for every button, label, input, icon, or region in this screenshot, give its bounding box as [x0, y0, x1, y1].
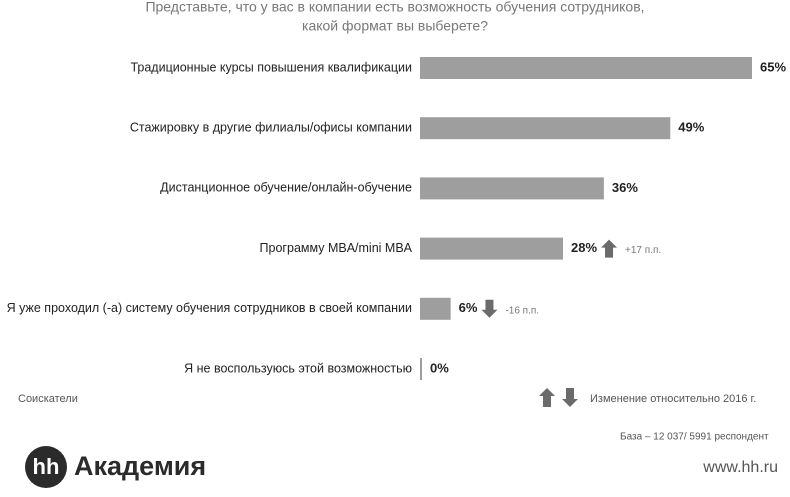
logo-mark: hh: [33, 454, 60, 479]
respondents-note: Соискатели: [18, 393, 78, 405]
value-label: 65%: [760, 59, 786, 74]
legend-text: Изменение относительно 2016 г.: [590, 393, 756, 405]
change-arrow: [481, 299, 498, 318]
url: www.hh.ru: [702, 459, 778, 476]
value-label: 36%: [612, 180, 638, 195]
legend-arrows: [539, 388, 578, 407]
base-note: База – 12 037/ 5991 респондент: [620, 432, 769, 443]
value-label: 6%: [459, 300, 478, 315]
category-label: Я не воспользуюсь этой возможностью: [184, 361, 412, 375]
category-label: Программу MBA/mini MBA: [260, 241, 413, 255]
logo-circle: [25, 446, 67, 488]
change-label: +17 п.п.: [625, 245, 661, 256]
bar: [420, 297, 451, 320]
category-label: Традиционные курсы повышения квалификаци…: [130, 60, 412, 74]
value-label: 0%: [430, 360, 449, 375]
change-label: -16 п.п.: [505, 305, 539, 316]
category-label: Стажировку в другие филиалы/офисы компан…: [130, 120, 412, 134]
value-label: 28%: [571, 240, 597, 255]
change-arrow: [601, 239, 618, 258]
bar: [420, 117, 671, 140]
bar: [420, 237, 564, 260]
logo-text: Академия: [74, 451, 206, 481]
chart-title: Представьте, что у вас в компании есть в…: [145, 0, 644, 15]
chart-title: какой формат вы выберете?: [302, 18, 488, 34]
bar: [420, 177, 604, 200]
bar: [420, 57, 752, 79]
bar: [420, 358, 422, 380]
category-label: Я уже проходил (-а) систему обучения сот…: [7, 301, 412, 315]
value-label: 49%: [678, 120, 704, 135]
category-label: Дистанционное обучение/онлайн-обучение: [160, 181, 412, 195]
